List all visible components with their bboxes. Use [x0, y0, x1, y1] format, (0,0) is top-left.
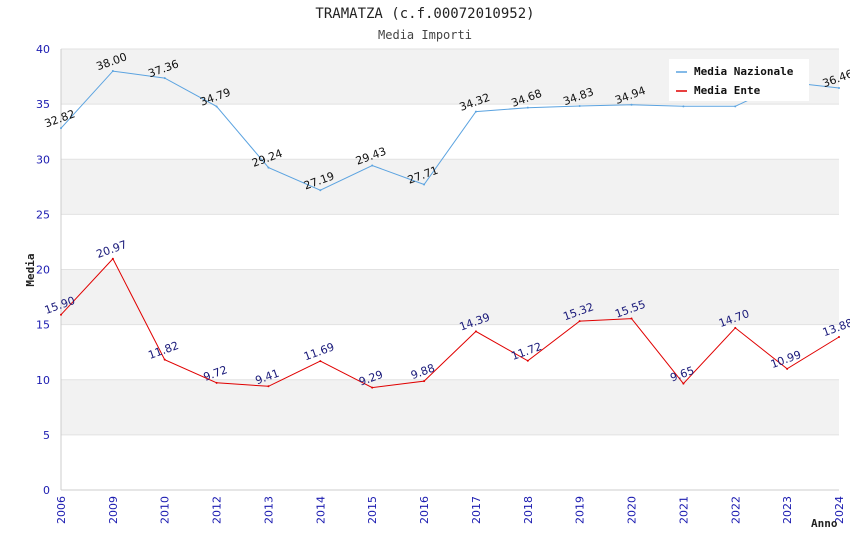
data-point [163, 77, 166, 80]
band-20-25 [61, 214, 839, 270]
data-point [526, 359, 529, 362]
x-tick-label: 2018 [522, 496, 535, 524]
data-point [215, 105, 218, 108]
y-tick-label: 5 [43, 429, 50, 442]
chart-subtitle: Media Importi [378, 28, 472, 42]
data-point [319, 360, 322, 363]
data-point [838, 87, 840, 90]
band-5-10 [61, 379, 839, 435]
background-bands [61, 49, 839, 490]
axes [60, 49, 839, 491]
legend-label-media-ente: Media Ente [694, 84, 761, 97]
x-tick-label: 2014 [314, 496, 327, 524]
data-point [474, 110, 477, 113]
data-point [423, 380, 426, 383]
x-tick-label: 2010 [159, 496, 172, 524]
x-tick-label: 2020 [626, 496, 639, 524]
x-tick-label: 2006 [55, 496, 68, 524]
gridlines [61, 48, 839, 436]
data-point [215, 381, 218, 384]
y-tick-label: 40 [36, 43, 50, 56]
x-tick-label: 2012 [211, 496, 224, 524]
x-tick-label: 2019 [574, 496, 587, 524]
data-point [630, 103, 633, 106]
chart-title: TRAMATZA (c.f.00072010952) [315, 6, 534, 22]
data-point [371, 386, 374, 389]
data-point [682, 105, 685, 108]
data-point [734, 105, 737, 108]
data-point [786, 367, 789, 370]
x-tick-label: 2016 [418, 496, 431, 524]
legend-label-media-nazionale: Media Nazionale [694, 65, 794, 78]
y-axis-label: Media [24, 253, 37, 286]
series-line-media-nazionale [60, 70, 840, 191]
data-point [682, 382, 685, 385]
x-tick-label: 2023 [781, 496, 794, 524]
data-point [60, 127, 62, 130]
x-tick-label: 2024 [833, 496, 846, 524]
y-tick-label: 25 [36, 208, 50, 221]
y-tick-label: 10 [36, 374, 50, 387]
x-tick-label: 2021 [677, 496, 690, 524]
data-point [578, 320, 581, 323]
x-axis-label: Anno [811, 517, 838, 530]
series-lines [60, 70, 840, 389]
x-tick-label: 2017 [470, 496, 483, 524]
band-30-35 [61, 104, 839, 160]
data-point [578, 104, 581, 107]
legend: Media Nazionale Media Ente [669, 59, 809, 101]
data-point [630, 317, 633, 320]
y-tick-label: 20 [36, 264, 50, 277]
data-point [423, 183, 426, 186]
y-tick-label: 35 [36, 98, 50, 111]
data-point [474, 330, 477, 333]
data-point [526, 106, 529, 109]
data-point [267, 166, 270, 169]
y-tick-label: 15 [36, 319, 50, 332]
data-point [60, 313, 62, 316]
series-line-media-ente [60, 257, 840, 389]
band-15-20 [61, 269, 839, 325]
x-tick-label: 2009 [107, 496, 120, 524]
x-tick-label: 2022 [729, 496, 742, 524]
data-point [838, 335, 840, 338]
x-tick-label: 2013 [262, 496, 275, 524]
band-25-30 [61, 159, 839, 215]
band-0-5 [61, 434, 839, 490]
data-point [734, 326, 737, 329]
data-point [371, 164, 374, 167]
y-tick-label: 0 [43, 484, 50, 497]
data-point [267, 385, 270, 388]
data-point [319, 189, 322, 192]
data-point [111, 257, 114, 260]
x-tick-label: 2015 [366, 496, 379, 524]
legend-box [669, 59, 809, 101]
data-point [111, 70, 114, 73]
tick-labels: 0 5 10 15 20 25 30 35 40 2006 2009 2010 2012 2013 2014… [36, 43, 846, 524]
data-point [163, 358, 166, 361]
band-10-15 [61, 324, 839, 380]
y-tick-label: 30 [36, 153, 50, 166]
